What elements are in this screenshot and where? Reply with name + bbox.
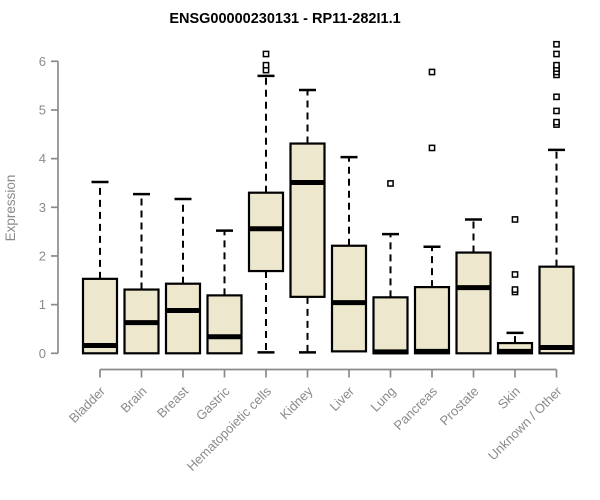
outlier-point xyxy=(553,93,560,101)
outlier-point xyxy=(428,144,436,152)
outlier-point xyxy=(553,61,560,69)
iqr-box xyxy=(372,296,409,355)
outlier-point xyxy=(553,50,560,58)
iqr-box xyxy=(206,294,243,355)
outlier-point xyxy=(262,61,270,69)
x-tick-label: Pancreas xyxy=(391,383,441,433)
y-tick-label: 6 xyxy=(39,54,46,69)
y-tick-label: 1 xyxy=(39,297,46,312)
outlier-point xyxy=(428,68,436,76)
outlier-point xyxy=(553,40,560,48)
outlier-point xyxy=(553,107,560,115)
iqr-box xyxy=(330,244,368,353)
y-tick-label: 5 xyxy=(39,102,46,117)
iqr-box xyxy=(413,286,451,355)
y-tick-label: 2 xyxy=(39,248,46,263)
y-tick-label: 4 xyxy=(39,151,46,166)
x-tick-label: Brain xyxy=(118,384,150,416)
outlier-point xyxy=(262,50,270,58)
outlier-point xyxy=(511,271,519,278)
x-tick-label: Gastric xyxy=(193,383,233,423)
outlier-point xyxy=(387,180,394,187)
iqr-box xyxy=(455,251,492,355)
outlier-point xyxy=(511,286,519,293)
iqr-box xyxy=(289,142,326,298)
iqr-box xyxy=(538,265,575,355)
x-tick-label: Liver xyxy=(327,383,358,414)
iqr-box xyxy=(247,191,285,273)
iqr-box xyxy=(164,282,202,355)
x-tick-label: Prostate xyxy=(437,384,482,429)
outlier-point xyxy=(511,216,519,223)
x-tick-label: Skin xyxy=(495,384,523,412)
x-tick-label: Bladder xyxy=(66,383,109,426)
x-tick-label: Breast xyxy=(154,383,191,420)
x-tick-label: Lung xyxy=(368,384,399,415)
y-tick-label: 0 xyxy=(39,346,46,361)
y-axis-label: Expression xyxy=(3,175,18,242)
x-tick-label: Unknown / Other xyxy=(485,383,565,463)
iqr-box xyxy=(81,277,119,355)
outlier-point xyxy=(553,118,560,126)
y-tick-label: 3 xyxy=(39,200,46,215)
x-tick-label: Kidney xyxy=(277,383,316,422)
chart-title: ENSG00000230131 - RP11-282I1.1 xyxy=(169,11,400,27)
